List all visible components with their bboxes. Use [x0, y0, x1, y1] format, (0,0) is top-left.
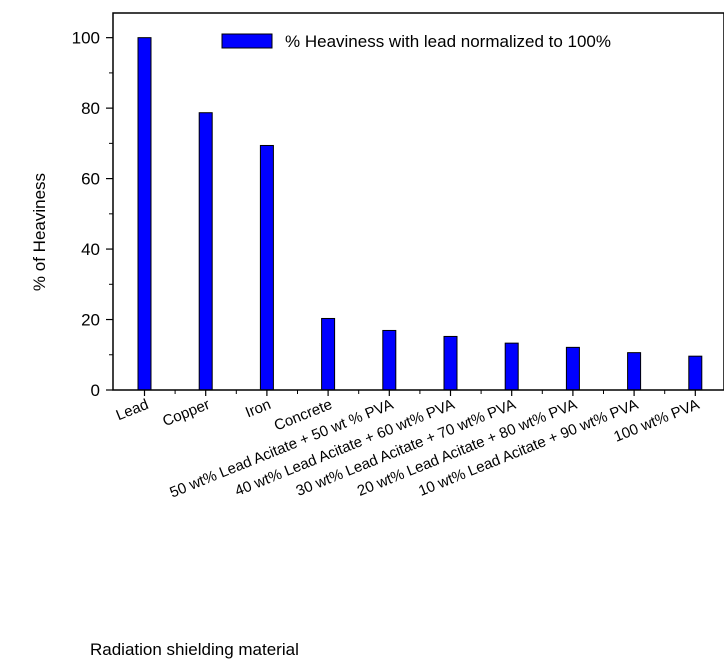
x-category-label: Iron: [243, 396, 273, 421]
legend: % Heaviness with lead normalized to 100%: [221, 32, 611, 51]
bar: [443, 335, 458, 391]
x-category-label: Copper: [160, 396, 212, 430]
y-tick-label: 60: [81, 170, 100, 189]
bar: [382, 329, 397, 391]
legend-label: % Heaviness with lead normalized to 100%: [285, 32, 611, 51]
bar: [198, 112, 213, 391]
x-category-label: Lead: [114, 396, 151, 424]
bar: [137, 37, 152, 391]
y-tick-label: 20: [81, 311, 100, 330]
y-tick-label: 80: [81, 99, 100, 118]
y-axis-title: % of Heaviness: [30, 173, 49, 291]
legend-swatch: [221, 33, 273, 49]
plot-frame: [112, 12, 724, 391]
bar: [259, 144, 274, 391]
x-axis-title: Radiation shielding material: [90, 640, 299, 659]
y-tick-label: 100: [72, 29, 100, 48]
bar: [321, 317, 336, 391]
bars-group: [137, 37, 703, 396]
bar: [565, 346, 580, 391]
bar: [688, 355, 703, 391]
bar: [504, 342, 519, 391]
bar: [627, 352, 642, 391]
y-tick-label: 40: [81, 240, 100, 259]
y-axis-ticks: 0 20 40 60 80 100: [72, 29, 113, 400]
y-tick-label: 0: [91, 381, 100, 400]
